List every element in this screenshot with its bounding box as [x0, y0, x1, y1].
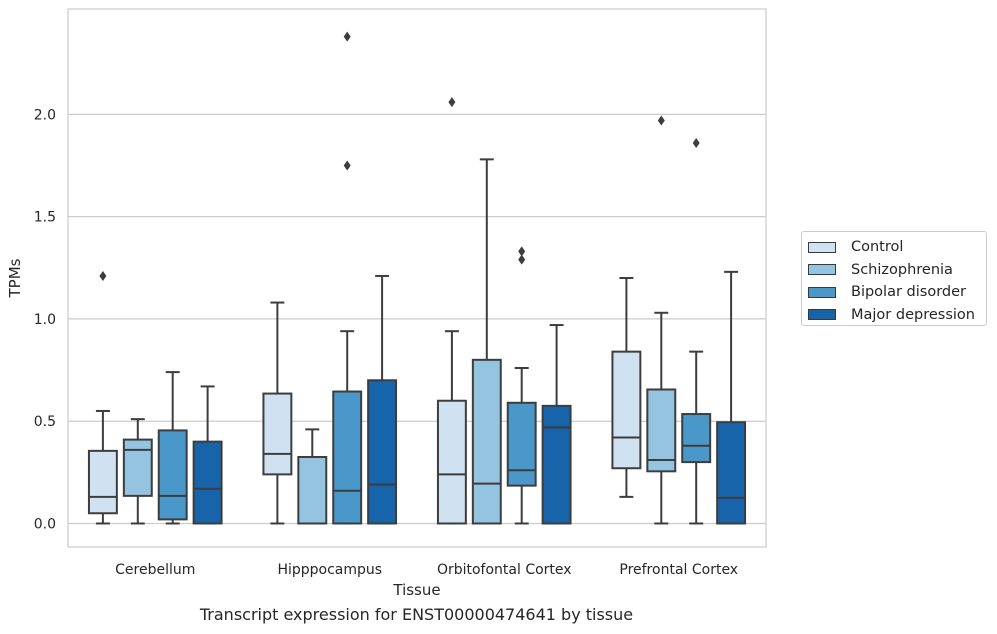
outlier-point	[343, 31, 351, 42]
box	[192, 440, 223, 525]
box-2-3	[681, 137, 712, 525]
box-1-1	[297, 428, 328, 525]
legend-item: Major depression	[808, 304, 986, 327]
box	[367, 379, 398, 525]
x-tick-label: Orbitofontal Cortex	[437, 562, 572, 578]
box-0-1	[262, 301, 293, 525]
box	[471, 358, 502, 525]
legend-label: Control	[851, 239, 904, 256]
box	[646, 388, 677, 473]
legend-swatch	[808, 309, 836, 321]
box-0-0	[87, 270, 118, 525]
y-tick-labels: 0.0 0.5 1.0 1.5 2.0	[34, 107, 56, 532]
box	[506, 401, 537, 487]
box-0-3	[611, 277, 642, 498]
legend-label: Bipolar disorder	[851, 284, 966, 301]
box-2-0	[157, 371, 188, 525]
gridlines	[68, 113, 766, 525]
box	[122, 438, 153, 497]
outlier-point	[657, 115, 665, 126]
y-tick-label: 2.0	[34, 107, 56, 123]
box	[87, 449, 118, 515]
legend-label: Major depression	[851, 306, 975, 323]
box	[541, 404, 572, 525]
box-1-3	[646, 115, 677, 525]
legend-item: Bipolar disorder	[808, 281, 986, 304]
x-tick-labels: Cerebellum Hipppocampus Orbitofontal Corte…	[115, 562, 738, 578]
box-0-2	[436, 97, 467, 525]
legend-item: Control	[808, 236, 986, 259]
box	[681, 413, 712, 464]
box	[716, 421, 747, 525]
y-axis-label: TPMs	[6, 258, 24, 298]
box	[297, 455, 328, 525]
box-1-2	[471, 158, 502, 525]
x-tick-label: Prefrontal Cortex	[619, 562, 738, 578]
box	[262, 392, 293, 476]
box-2-2	[506, 246, 537, 525]
legend-swatch	[808, 286, 836, 298]
legend: Control Schizophrenia Bipolar disorder Majo…	[801, 231, 987, 326]
boxes	[87, 31, 747, 525]
box-3-0	[192, 385, 223, 525]
outlier-point	[448, 97, 456, 108]
box	[157, 429, 188, 521]
legend-swatch	[808, 264, 836, 276]
y-tick-label: 1.5	[34, 210, 56, 226]
y-tick-label: 0.0	[34, 516, 56, 532]
outlier-point	[518, 246, 526, 257]
y-tick-label: 1.0	[34, 312, 56, 328]
outlier-point	[99, 270, 107, 281]
chart-caption: Transcript expression for ENST0000047464…	[199, 605, 634, 624]
outlier-point	[692, 137, 700, 148]
legend-swatch	[808, 241, 836, 253]
box	[436, 399, 467, 525]
plot-frame	[67, 8, 767, 548]
legend-item: Schizophrenia	[808, 259, 986, 282]
x-axis-label: Tissue	[392, 581, 440, 599]
outlier-point	[518, 254, 526, 265]
box-3-2	[541, 324, 572, 525]
box	[611, 350, 642, 470]
legend-label: Schizophrenia	[851, 261, 953, 278]
box-3-1	[367, 274, 398, 525]
box	[332, 390, 363, 525]
box-3-3	[716, 270, 747, 525]
box-2-1	[332, 31, 363, 525]
box-1-0	[122, 418, 153, 525]
y-tick-label: 0.5	[34, 414, 56, 430]
x-tick-label: Cerebellum	[115, 562, 195, 578]
outlier-point	[343, 160, 351, 171]
x-tick-label: Hipppocampus	[277, 562, 382, 578]
